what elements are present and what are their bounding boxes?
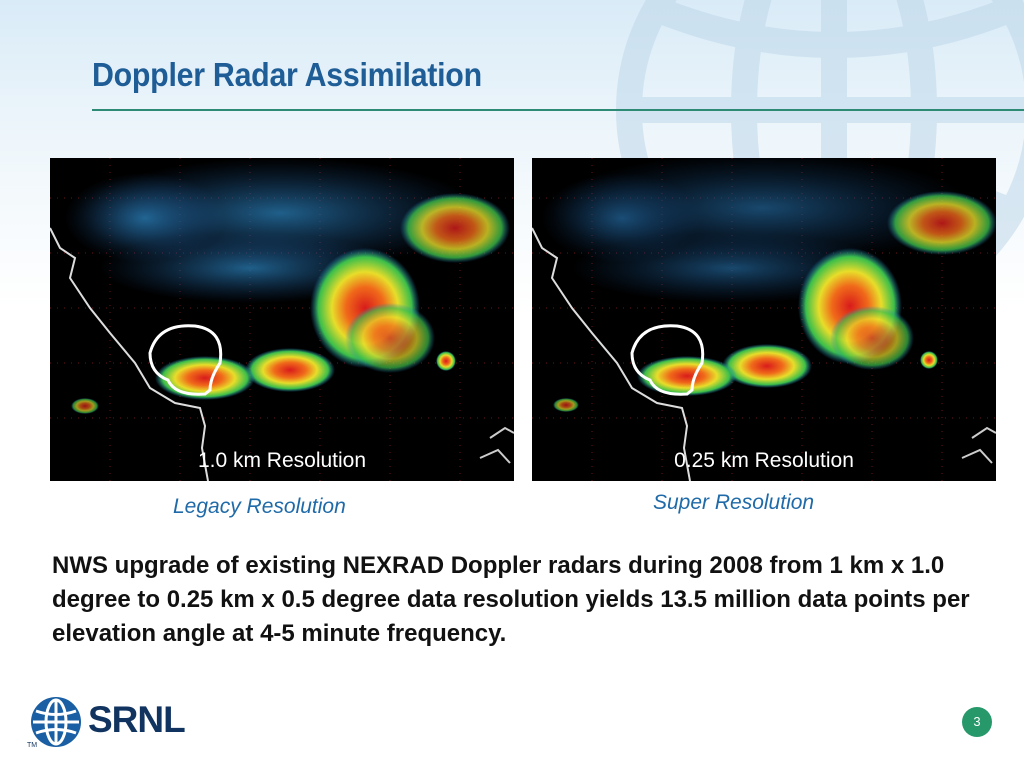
- radar-image-legacy: 1.0 km Resolution: [50, 158, 514, 481]
- logo-wordmark: SRNL: [88, 699, 186, 740]
- resolution-label-legacy: 1.0 km Resolution: [197, 449, 367, 472]
- page-number-badge: 3: [962, 707, 992, 737]
- body-paragraph: NWS upgrade of existing NEXRAD Doppler r…: [52, 552, 970, 647]
- globe-logo-icon: [31, 697, 81, 747]
- title-divider: [92, 109, 1024, 111]
- trademark-mark: TM: [27, 742, 38, 749]
- caption-legacy: Legacy Resolution: [173, 495, 346, 518]
- radar-image-super: 0.25 km Resolution: [532, 158, 996, 481]
- radar-map-super: [532, 158, 996, 481]
- radar-map-legacy: [50, 158, 514, 481]
- resolution-label-super: 0.25 km Resolution: [674, 449, 854, 472]
- caption-super: Super Resolution: [653, 491, 815, 514]
- slide-title: Doppler Radar Assimilation: [92, 56, 482, 93]
